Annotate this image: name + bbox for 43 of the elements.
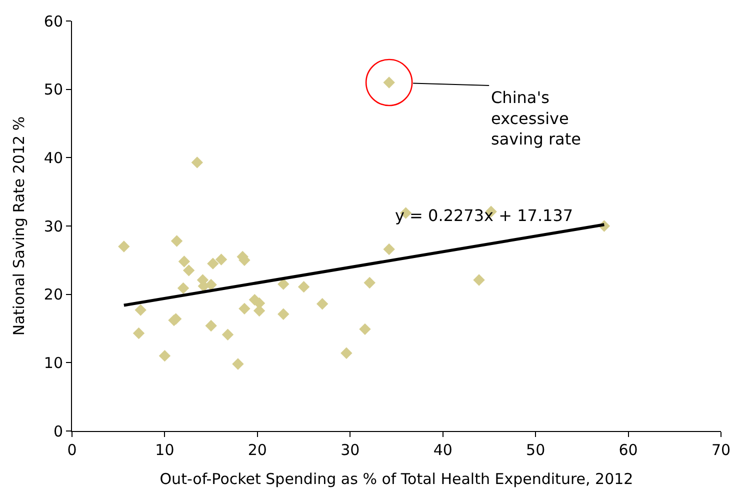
point (182, 264, 195, 276)
x-tick-label: 40 (433, 441, 452, 459)
x-tick-label: 0 (67, 441, 77, 459)
x-tick-label: 50 (526, 441, 546, 459)
point (118, 240, 130, 252)
y-tick-label: 10 (44, 354, 63, 372)
point (340, 347, 352, 359)
point (178, 256, 190, 268)
x-tick-label: 60 (618, 441, 638, 459)
y-axis-title: National Saving Rate 2012 % (10, 116, 28, 336)
point (364, 276, 376, 289)
point (134, 304, 146, 316)
point (298, 280, 310, 293)
y-tick-label: 60 (44, 12, 63, 30)
point (222, 328, 234, 340)
point (383, 243, 395, 256)
point (278, 308, 290, 320)
point (359, 323, 371, 336)
point (316, 298, 328, 310)
point (205, 320, 217, 332)
x-tick-label: 30 (340, 441, 360, 459)
annotation: China's excessive saving rate (491, 88, 581, 149)
point (232, 358, 244, 370)
x-axis-title: Out-of-Pocket Spending as % of Total Health Expenditure, 2012 (160, 470, 634, 488)
point (207, 258, 219, 270)
annotation: y = 0.2273x + 17.137 (395, 206, 574, 225)
x-tick-label: 70 (711, 441, 731, 459)
point (177, 282, 190, 294)
y-tick-label: 40 (44, 148, 63, 167)
point (238, 302, 250, 315)
y-tick-label: 20 (44, 286, 63, 304)
point (132, 327, 145, 340)
x-tick-label: 20 (248, 441, 267, 459)
point (191, 156, 204, 168)
point (170, 235, 183, 247)
point (158, 350, 171, 362)
y-tick-label: 0 (53, 422, 63, 440)
point (215, 254, 228, 266)
y-tick-label: 30 (44, 217, 63, 236)
point (473, 274, 485, 286)
point (278, 278, 290, 290)
x-tick-label: 10 (155, 441, 174, 459)
y-tick-label: 50 (44, 80, 63, 99)
